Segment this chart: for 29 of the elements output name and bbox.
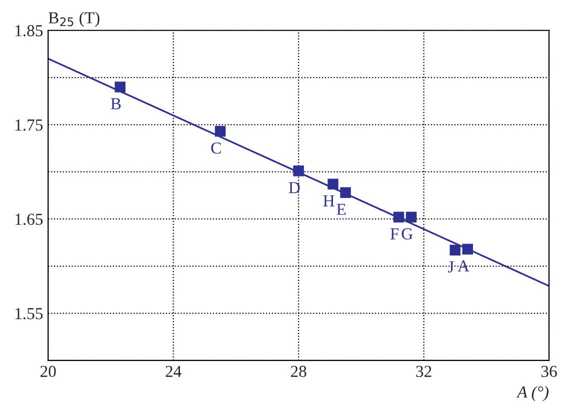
x-tick-label: 24: [166, 366, 182, 377]
point: [340, 187, 351, 198]
point: [393, 212, 404, 222]
x-tick-label: 36: [541, 366, 557, 378]
x-tick-label: 28: [290, 366, 306, 378]
x-axis-title: A (°): [516, 386, 549, 402]
point: [406, 212, 417, 222]
y-tick-label: 1.65: [16, 214, 43, 226]
x-tick-label: 20: [40, 366, 56, 378]
point: [293, 166, 304, 176]
annotation: B: [110, 98, 121, 110]
y-tick-label: 1.55: [16, 308, 43, 320]
y-tick-label: 1.85: [16, 25, 43, 36]
annotation: J: [448, 261, 454, 272]
annotation: D: [288, 182, 300, 194]
annotation: E: [336, 204, 346, 215]
y-axis-title: B$_{25}$ (T): [48, 12, 100, 27]
point: [114, 82, 126, 92]
annotation: H: [323, 195, 334, 206]
point: [214, 126, 226, 137]
annotation: A: [458, 260, 470, 272]
point: [462, 244, 473, 255]
point: [450, 244, 460, 256]
x-tick-label: 32: [416, 366, 432, 378]
annotation: F: [390, 228, 399, 240]
annotation: G: [402, 228, 413, 240]
y-tick-label: 1.75: [16, 119, 43, 131]
annotation: C: [211, 142, 221, 154]
point: [328, 178, 338, 190]
